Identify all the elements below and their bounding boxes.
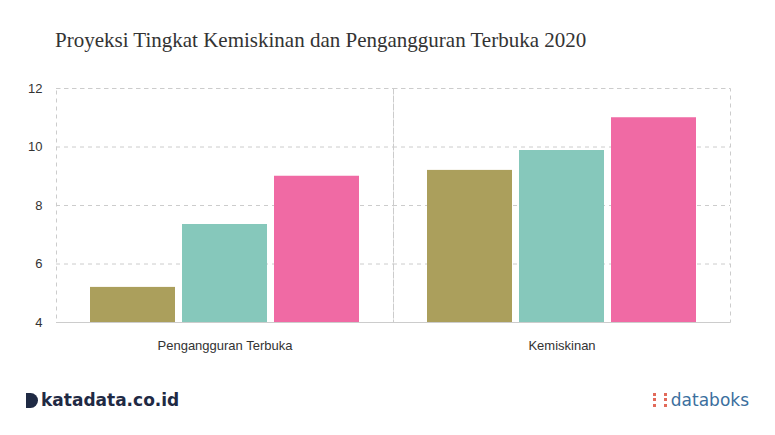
html-text:databoks: databoks — [670, 390, 749, 410]
html-text:Proyeksi Tingkat Kemiskinan da: Proyeksi Tingkat Kemiskinan dan Pengangg… — [55, 28, 587, 52]
svg-text:Kemiskinan: Kemiskinan — [528, 338, 595, 353]
svg-text:12: 12 — [28, 81, 42, 96]
svg-text:8: 8 — [35, 198, 42, 213]
svg-text:Pengangguran Terbuka: Pengangguran Terbuka — [158, 338, 294, 353]
svg-text:6: 6 — [35, 256, 42, 271]
html-text:katadata.co.id: katadata.co.id — [41, 390, 180, 410]
svg-text:10: 10 — [28, 139, 42, 154]
svg-text:4: 4 — [35, 315, 42, 330]
